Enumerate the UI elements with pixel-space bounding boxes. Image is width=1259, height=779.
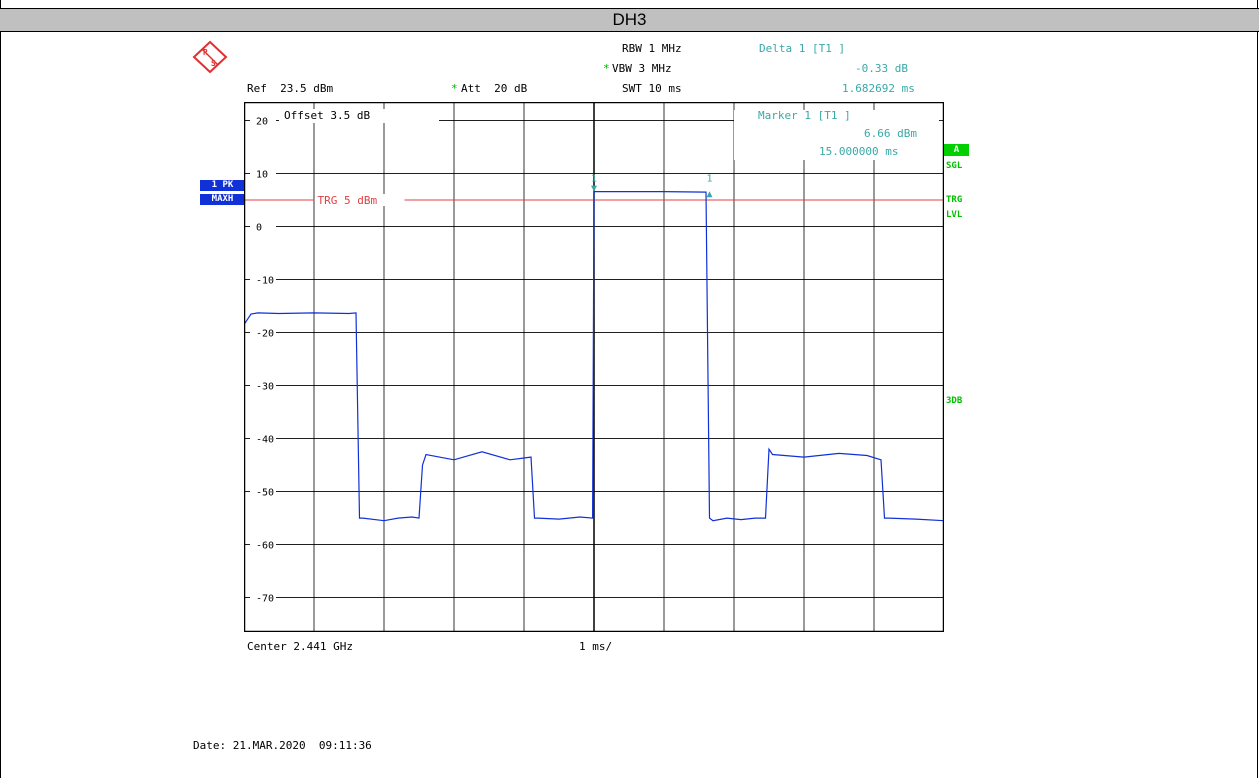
y-tick-label-background: [250, 326, 276, 339]
attenuation: Att 20 dB: [461, 82, 528, 95]
lvl-label: LVL: [946, 210, 963, 220]
y-tick-label: -20: [256, 329, 274, 340]
marker-info-box: [734, 110, 939, 160]
swt-readout: SWT 10 ms: [622, 82, 682, 95]
plot-border: [244, 102, 944, 632]
y-tick-label: -40: [256, 435, 274, 446]
y-tick-label: 0: [256, 223, 262, 234]
trigger-label-background: [314, 194, 405, 207]
y-tick-label-background: [250, 167, 276, 180]
delta-marker-time: 1.682692 ms: [842, 82, 915, 95]
y-tick-labels: 20 10 0 -10 -20 -30 -40 -50 -60 -70: [250, 114, 276, 605]
center-frequency: Center 2.441 GHz: [247, 640, 353, 653]
y-tick-label: -50: [256, 488, 274, 499]
y-tick-label: -60: [256, 541, 274, 552]
spectrum-plot: 20 10 0 -10 -20 -30 -40 -50 -60 -70 Offset 3.5 dB…: [244, 102, 944, 632]
y-tick-label: -10: [256, 276, 274, 287]
y-tick-label-background: [250, 114, 276, 127]
trace-mode-badge: MAXH: [200, 194, 245, 205]
y-tick-label: -70: [256, 594, 274, 605]
sgl-label: SGL: [946, 161, 963, 171]
ref-level: Ref 23.5 dBm: [247, 82, 334, 95]
y-tick-label-background: [250, 485, 276, 498]
marker1-value: 6.66 dBm: [864, 127, 917, 140]
y-tick-label-background: [250, 379, 276, 392]
y-tick-label-background: [250, 432, 276, 445]
trace-a-badge: A: [944, 144, 969, 156]
offset-box: [279, 109, 439, 123]
marker-label: 1: [591, 174, 597, 185]
vbw-readout: VBW 3 MHz: [612, 62, 672, 75]
offset-label: Offset 3.5 dB: [284, 109, 370, 122]
marker-symbol: [591, 185, 597, 192]
svg-text:R: R: [203, 48, 208, 57]
time-per-division: 1 ms/: [579, 640, 613, 653]
marker-label: 1: [707, 173, 713, 184]
delta-marker-label: Delta 1 [T1 ]: [759, 42, 846, 55]
rbw-readout: RBW 1 MHz: [622, 42, 682, 55]
trigger-level-label: TRG 5 dBm: [318, 194, 378, 207]
y-tick-label: -30: [256, 382, 274, 393]
y-tick-label: 10: [256, 170, 268, 181]
marker-symbol: [706, 191, 713, 198]
y-tick-label-background: [250, 591, 276, 604]
svg-text:S: S: [211, 59, 216, 68]
rs-logo-icon: R S: [192, 40, 228, 74]
trace-1: [244, 191, 944, 522]
trace-detector-badge: 1 PK: [200, 180, 245, 191]
y-tick-label-background: [250, 538, 276, 551]
y-tick-label: 20: [256, 117, 268, 128]
window-title: DH3: [0, 8, 1259, 32]
vbw-star: *: [603, 62, 610, 75]
att-star: *: [451, 82, 458, 95]
3db-label: 3DB: [946, 396, 963, 406]
marker1-time: 15.000000 ms: [819, 145, 898, 158]
trg-label: TRG: [946, 195, 963, 205]
date-stamp: Date: 21.MAR.2020 09:11:36: [193, 739, 372, 752]
delta-marker-value: -0.33 dB: [855, 62, 908, 75]
y-tick-label-background: [250, 273, 276, 286]
marker1-label: Marker 1 [T1 ]: [758, 109, 851, 122]
y-tick-label-background: [250, 220, 276, 233]
